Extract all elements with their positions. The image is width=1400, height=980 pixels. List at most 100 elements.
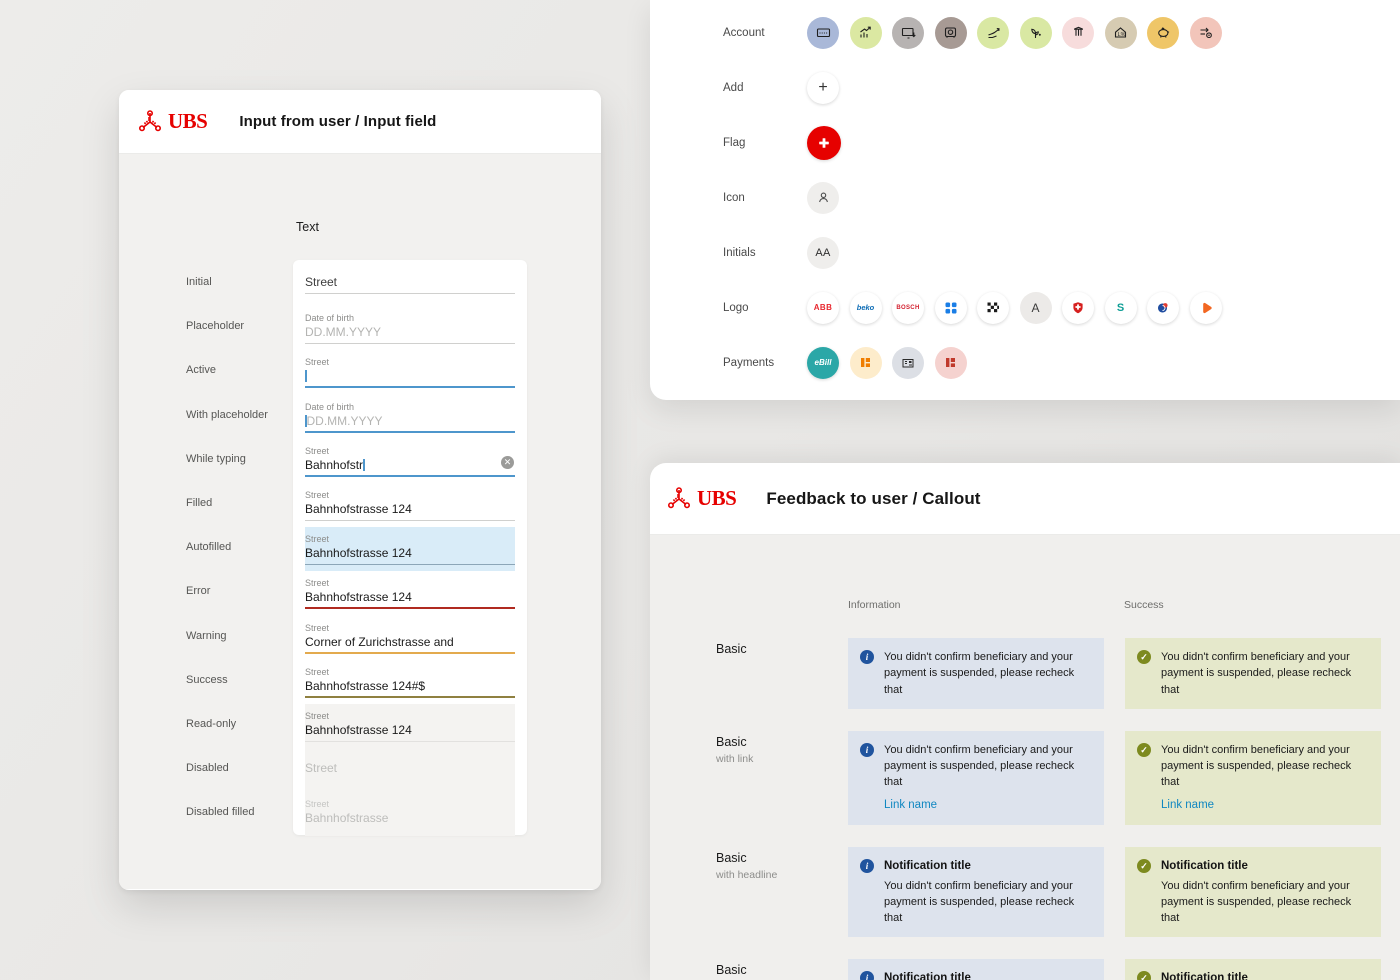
payment-slip-red-icon xyxy=(934,346,967,379)
callout-message: You didn't confirm beneficiary and your … xyxy=(1161,651,1352,696)
clear-input-button[interactable]: ✕ xyxy=(501,455,514,469)
initials-avatar: AA xyxy=(807,236,839,269)
text-caret xyxy=(363,458,365,471)
field-label: Street xyxy=(305,445,330,456)
avatar-row-flag: Flag xyxy=(650,115,1400,170)
state-label-disabled: Disabled xyxy=(186,762,229,775)
input-error[interactable]: Street Bahnhofstrasse 124 xyxy=(305,571,515,615)
ubs-wordmark: UBS xyxy=(168,109,208,133)
input-warning[interactable]: Street Corner of Zurichstrasse and xyxy=(305,616,515,660)
callout-content: Notification title You didn't confirm be… xyxy=(884,858,1092,927)
page-title: Input from user / Input field xyxy=(239,113,437,130)
callout-message: You didn't confirm beneficiary and your … xyxy=(884,879,1075,925)
callout-content: Notification title You didn't confirm be… xyxy=(1161,970,1369,980)
card-header: UBS Input from user / Input field xyxy=(119,90,601,154)
card-reader-icon xyxy=(807,16,839,49)
callout-row-basic-with-link: Basic with link i You didn't confirm ben… xyxy=(716,730,1400,825)
input-placeholder[interactable]: Date of birth DD.MM.YYYY xyxy=(305,306,515,350)
beko-logo: beko xyxy=(849,291,882,324)
input-while-typing[interactable]: Street Bahnhofstr ✕ xyxy=(305,439,515,483)
callout-headline: Notification title xyxy=(1161,859,1248,872)
variant-label: Basic with link xyxy=(716,734,754,765)
input-resting-label: Street xyxy=(305,274,515,295)
info-callout: i You didn't confirm beneficiary and you… xyxy=(848,638,1104,709)
check-icon: ✓ xyxy=(1137,971,1151,980)
input-autofilled[interactable]: Street Bahnhofstrasse 124 xyxy=(305,527,515,572)
play-logo-icon xyxy=(1189,291,1222,324)
input-success[interactable]: Street Bahnhofstrasse 124#$ xyxy=(305,660,515,704)
state-label-with-placeholder: With placeholder xyxy=(186,408,268,421)
field-label: Street xyxy=(305,357,330,368)
svg-text:L%: L% xyxy=(1118,32,1126,38)
column-headers: Information Success xyxy=(848,599,1400,611)
input-value: Bahnhofstrasse 124 xyxy=(305,722,515,742)
field-label: Street xyxy=(305,799,330,810)
info-icon: i xyxy=(860,650,874,664)
input-with-placeholder[interactable]: Date of birth DD.MM.YYYY xyxy=(305,395,515,439)
variant-label: Basic with headline and link xyxy=(716,963,747,978)
drop-logo-icon xyxy=(1147,291,1179,324)
state-label-success: Success xyxy=(186,673,228,686)
input-field-showcase-card: UBS Input from user / Input field Text I… xyxy=(119,90,601,890)
input-value: Bahnhofstrasse xyxy=(305,811,389,826)
state-label-autofilled: Autofilled xyxy=(186,541,232,554)
avatar-row-add: Add + xyxy=(650,60,1400,115)
success-callout: ✓ Notification title You didn't confirm … xyxy=(1125,846,1381,938)
input-value: Bahnhofstrasse 124#$ xyxy=(305,678,515,698)
success-callout: ✓ You didn't confirm beneficiary and you… xyxy=(1125,730,1381,825)
column-header-information: Information xyxy=(848,599,901,611)
bosch-logo: BOSCH xyxy=(892,291,924,324)
state-label-active: Active xyxy=(186,364,216,377)
row-label: Add xyxy=(723,81,744,94)
info-callout: i You didn't confirm beneficiary and you… xyxy=(848,730,1104,825)
ubs-wordmark: UBS xyxy=(697,486,737,510)
plant-growth-icon xyxy=(1019,16,1052,49)
row-label: Account xyxy=(723,26,765,39)
field-label: Date of birth xyxy=(305,401,355,412)
input-value: Bahnhofstrasse 124 xyxy=(305,589,515,610)
input-active[interactable]: Street xyxy=(305,350,515,394)
avatar-row-icon: Icon xyxy=(650,170,1400,225)
text-caret xyxy=(305,414,307,427)
input-filled[interactable]: Street Bahnhofstrasse 124 xyxy=(305,483,515,527)
input-initial[interactable]: Street xyxy=(305,262,515,306)
house-percent-icon: L% xyxy=(1104,16,1137,49)
field-label: Street xyxy=(305,534,330,545)
row-label: Flag xyxy=(723,136,746,149)
screen-transfer-icon xyxy=(892,16,924,49)
callout-content: Notification title You didn't confirm be… xyxy=(884,970,1092,980)
callout-row-basic-with-headline: Basic with headline i Notification title… xyxy=(716,846,1400,938)
input-disabled-filled: Street Bahnhofstrasse xyxy=(305,792,515,837)
callout-row-basic-with-headline-and-link: Basic with headline and link i Notificat… xyxy=(716,959,1400,980)
column-header-success: Success xyxy=(1124,599,1164,611)
info-icon: i xyxy=(860,858,874,873)
field-label: Street xyxy=(305,490,330,501)
row-label: Logo xyxy=(723,301,749,314)
input-resting-label: Street xyxy=(305,761,338,776)
ubs-keys-icon xyxy=(667,486,690,508)
field-label: Street xyxy=(305,622,330,633)
ebill-logo: eBill xyxy=(807,346,839,379)
input-card-body: Text Initial Placeholder Active With pla… xyxy=(119,154,601,889)
check-icon: ✓ xyxy=(1137,858,1151,873)
pillar-icon xyxy=(1062,16,1094,49)
input-read-only: Street Bahnhofstrasse 124 xyxy=(305,703,515,749)
input-value: Corner of Zurichstrasse and xyxy=(305,634,515,654)
row-label: Icon xyxy=(723,191,745,204)
input-value: Bahnhofstr xyxy=(305,457,364,472)
placeholder-text: DD.MM.YYYY xyxy=(306,413,383,428)
checkered-logo-icon xyxy=(977,291,1009,324)
callout-content: You didn't confirm beneficiary and your … xyxy=(884,742,1092,814)
check-icon: ✓ xyxy=(1137,650,1151,664)
callout-link[interactable]: Link name xyxy=(884,798,938,811)
ubs-keys-icon xyxy=(138,109,161,131)
state-label-placeholder: Placeholder xyxy=(186,320,245,333)
info-callout: i Notification title You didn't confirm … xyxy=(848,846,1104,938)
blue-dots-logo-icon xyxy=(934,291,967,324)
avatar-row-initials: Initials AA xyxy=(650,225,1400,280)
callout-link[interactable]: Link name xyxy=(1161,798,1215,811)
chart-growth-icon xyxy=(849,16,882,49)
input-examples-card: Street Date of birth DD.MM.YYYY Street D… xyxy=(293,260,527,837)
state-label-read-only: Read-only xyxy=(186,717,237,730)
state-label-error: Error xyxy=(186,585,211,598)
